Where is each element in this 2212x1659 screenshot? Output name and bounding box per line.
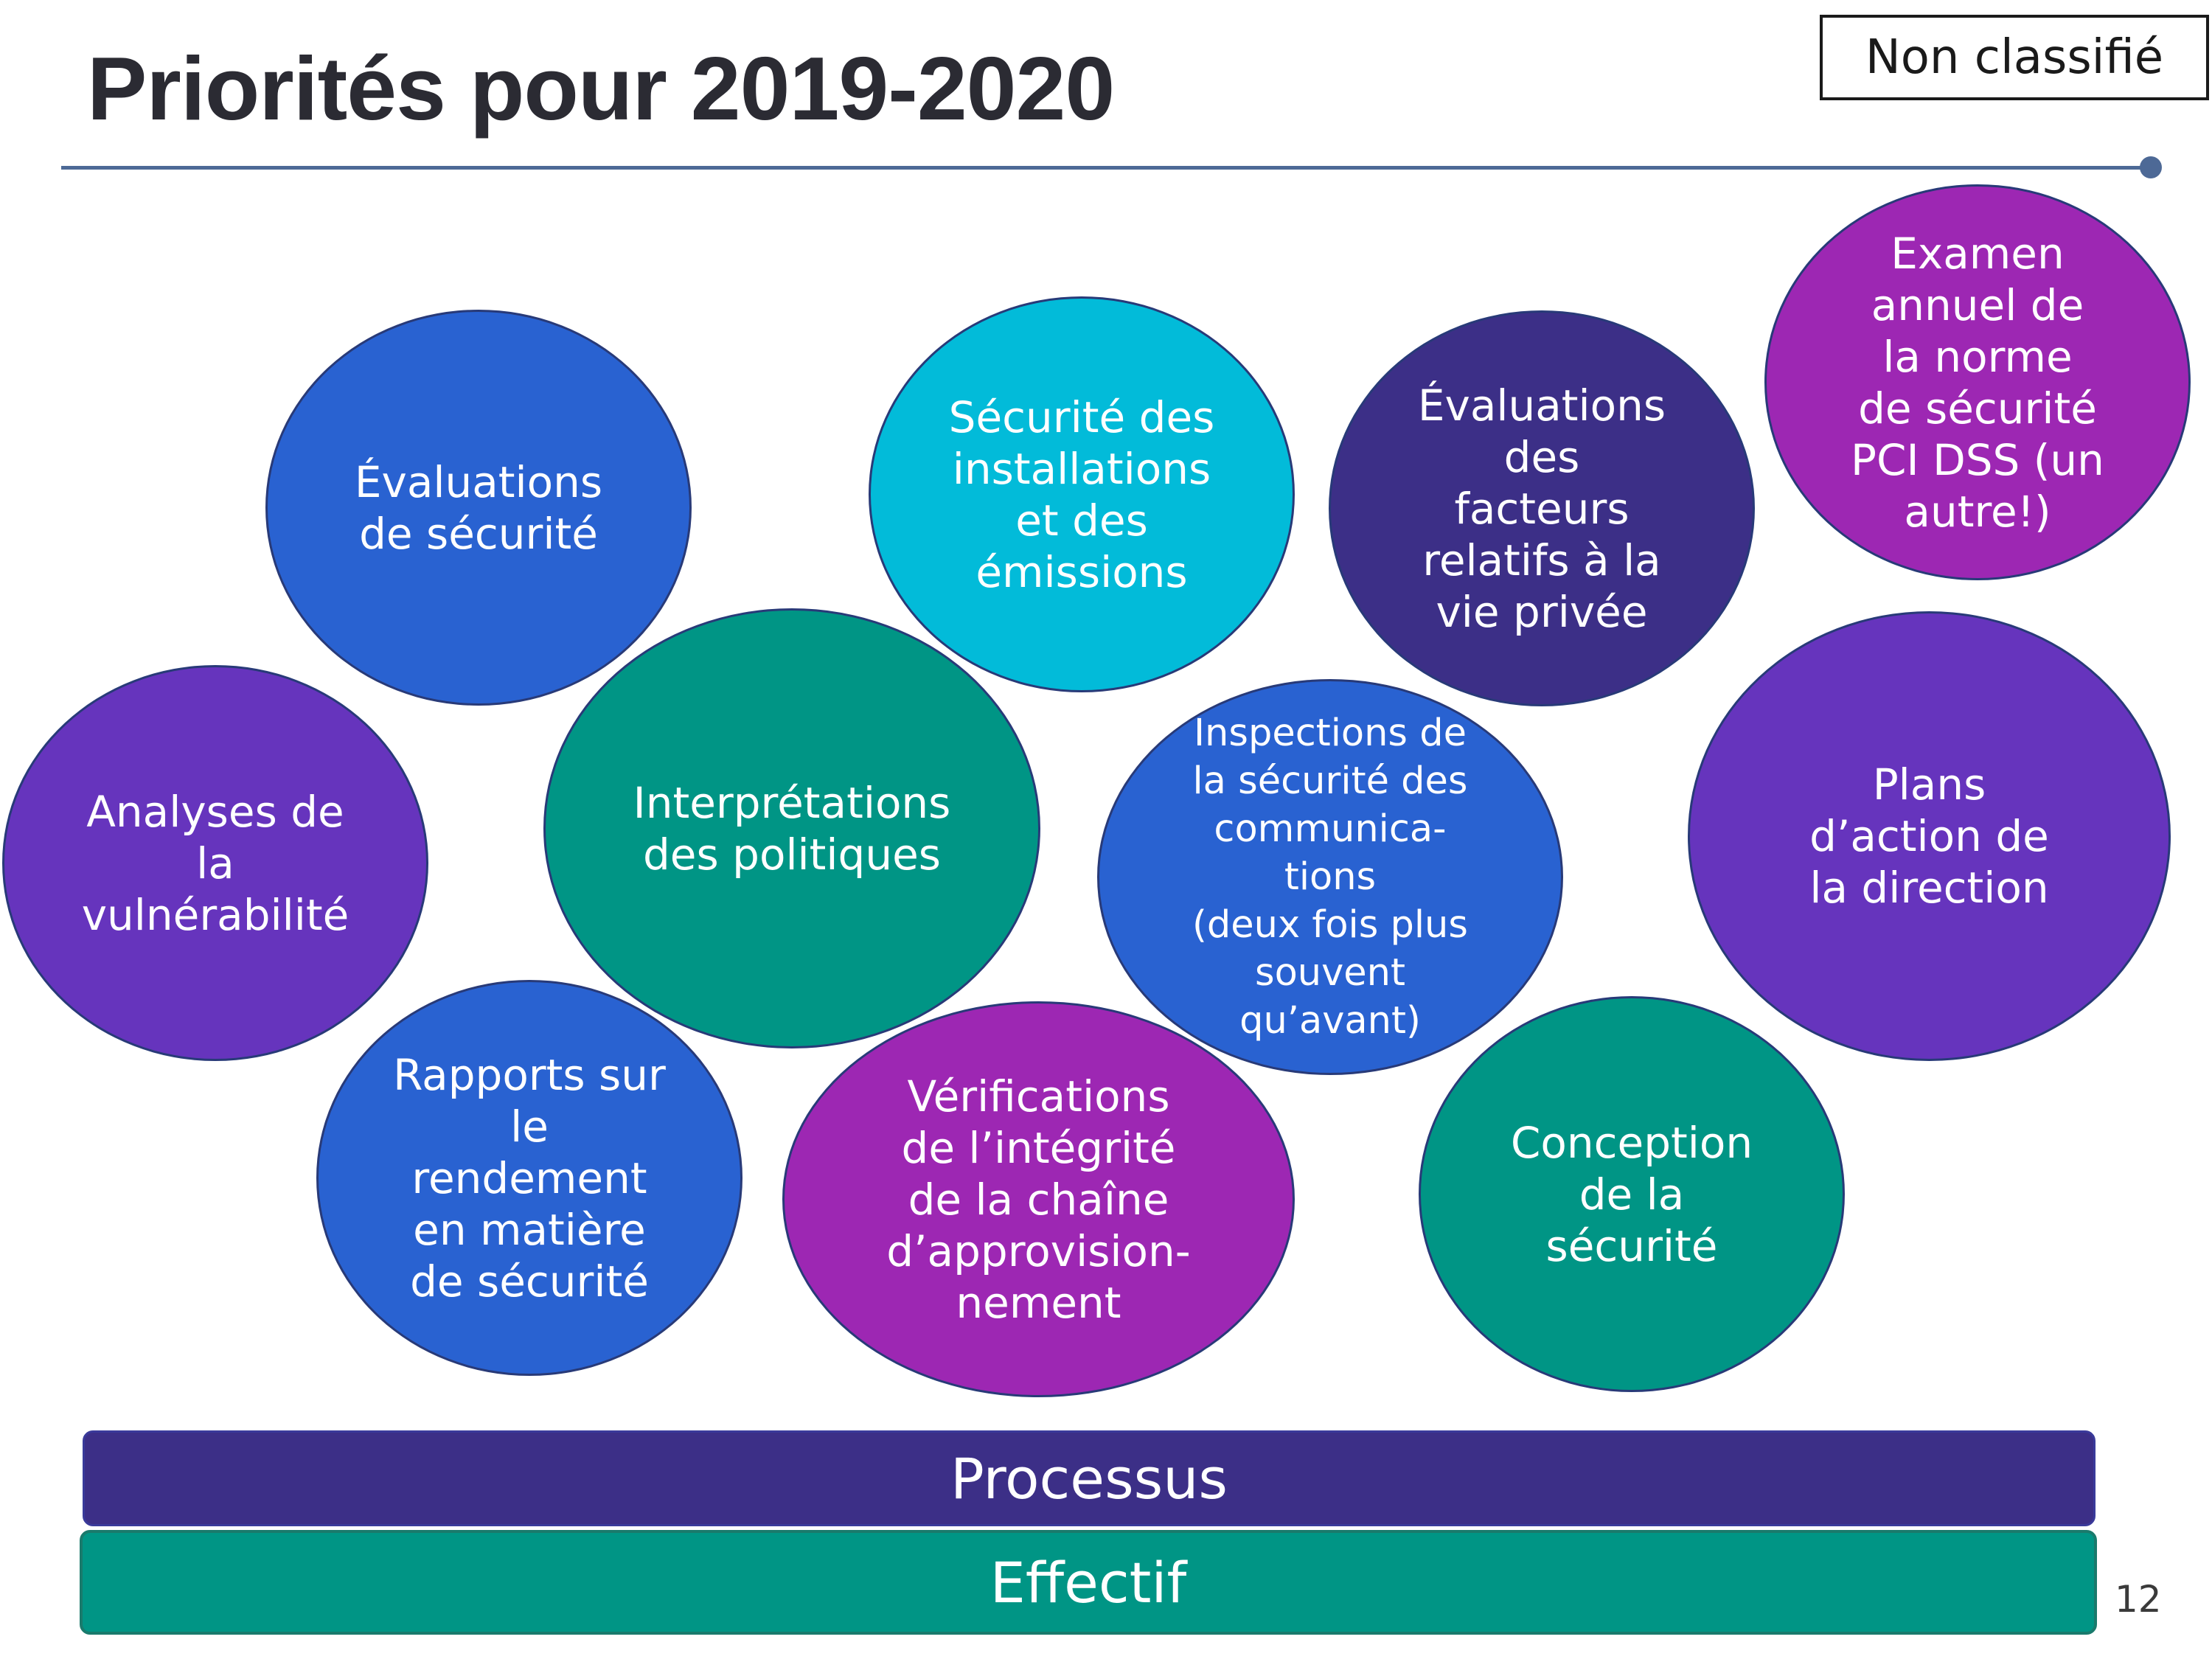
classification-label: Non classifié [1820, 15, 2209, 100]
bubble-line: souvent [1255, 951, 1405, 995]
bubble-line: annuel de [1871, 279, 2084, 330]
bubble-line: tions [1284, 855, 1377, 899]
bubble-line: le [510, 1101, 549, 1152]
bubble-line: de la chaîne [908, 1174, 1169, 1225]
bubble-evaluations-securite: Évaluations de sécurité [265, 310, 692, 706]
bubble-line: de sécurité [359, 508, 598, 559]
bubble-line: vulnérabilité [81, 889, 349, 940]
bubble-line: la [196, 838, 234, 888]
bubble-line: relatifs à la [1422, 535, 1661, 585]
bubble-line: d’action de [1809, 811, 2049, 861]
bubble-line: Inspections de [1194, 712, 1467, 755]
bubble-line: rendement [411, 1152, 647, 1203]
bubble-line: en matière [413, 1204, 646, 1255]
divider-end-dot [2140, 156, 2162, 178]
effectif-bar: Effectif [80, 1530, 2097, 1635]
processus-label: Processus [950, 1445, 1228, 1512]
bubble-line: autre!) [1904, 486, 2051, 537]
bubble-line: de la [1579, 1169, 1685, 1220]
bubble-line: de sécurité [410, 1256, 649, 1307]
bubble-interpretations-politiques: Interprétations des politiques [543, 608, 1040, 1048]
bubble-line: des [1503, 431, 1580, 482]
bubble-line: installations [952, 443, 1211, 494]
bubble-line: Vérifications [907, 1071, 1170, 1121]
bubble-line: Évaluations [1417, 380, 1666, 431]
bubble-examen-pci-dss: Examen annuel de la norme de sécurité PCI DS… [1764, 184, 2191, 580]
bubble-line: Interprétations [633, 777, 951, 828]
bubble-line: Évaluations [354, 456, 603, 507]
bubble-line: de sécurité [1858, 383, 2097, 434]
bubble-line: la direction [1809, 863, 2049, 913]
bubble-line: Plans [1872, 759, 1986, 810]
bubble-line: communica- [1214, 807, 1447, 851]
bubble-securite-installations: Sécurité des installations et des émissions [869, 296, 1295, 692]
bubble-line: de l’intégrité [901, 1122, 1176, 1173]
bubble-line: la sécurité des [1192, 759, 1468, 803]
bubble-line: émissions [975, 546, 1188, 597]
title-divider [61, 166, 2152, 170]
bubble-line: qu’avant) [1239, 999, 1421, 1043]
bubble-plans-action-direction: Plans d’action de la direction [1688, 611, 2171, 1061]
bubble-inspections-communications: Inspections de la sécurité des communica-t… [1097, 679, 1563, 1075]
bubble-evaluations-vie-privee: Évaluations des facteurs relatifs à la vie p… [1329, 310, 1755, 706]
bubble-analyses-vulnerabilite: Analyses de la vulnérabilité [2, 665, 428, 1061]
processus-bar: Processus [83, 1430, 2096, 1526]
bubble-line: facteurs [1454, 483, 1630, 534]
bubble-line: et des [1015, 495, 1148, 546]
bubble-line: Analyses de [86, 786, 344, 837]
bubble-line: sécurité [1545, 1220, 1718, 1271]
bubble-line: nement [956, 1277, 1121, 1328]
effectif-label: Effectif [990, 1549, 1187, 1615]
bubble-line: d’approvision- [886, 1225, 1191, 1276]
bubble-line: Sécurité des [948, 392, 1215, 442]
bubble-line: Conception [1510, 1117, 1753, 1168]
bubble-line: (deux fois plus [1192, 903, 1468, 947]
bubble-line: des politiques [642, 829, 942, 880]
bubble-line: la norme [1882, 331, 2073, 382]
bubble-verifications-chaine: Vérifications de l’intégrité de la chaîne d… [782, 1001, 1295, 1397]
bubble-line: Rapports sur [393, 1049, 666, 1100]
bubble-rapports-rendement: Rapports sur le rendement en matière de sécu… [316, 980, 742, 1376]
bubble-line: vie privée [1436, 586, 1648, 637]
page-title: Priorités pour 2019-2020 [87, 38, 1115, 139]
bubble-line: Examen [1891, 228, 2065, 279]
page-number: 12 [2115, 1578, 2162, 1621]
bubble-conception-securite: Conception de la sécurité [1419, 996, 1845, 1392]
bubble-line: PCI DSS (un [1851, 434, 2104, 485]
